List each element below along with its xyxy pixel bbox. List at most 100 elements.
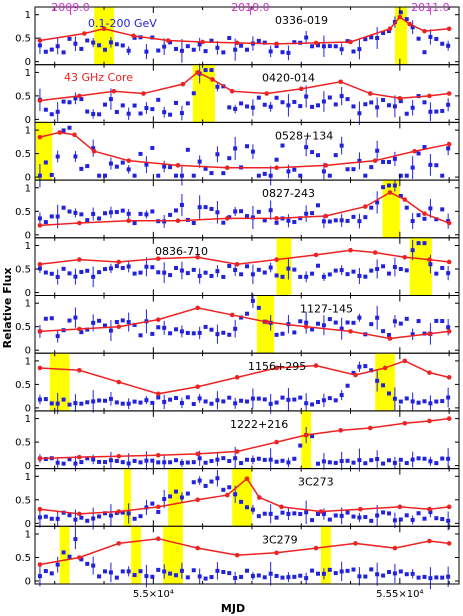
gamma-point bbox=[434, 163, 439, 168]
gamma-point bbox=[315, 571, 320, 576]
radio-point bbox=[446, 504, 452, 510]
radio-point bbox=[298, 86, 304, 92]
radio-point bbox=[348, 39, 353, 45]
gamma-point bbox=[369, 100, 374, 105]
gamma-point bbox=[245, 568, 249, 573]
gamma-point bbox=[351, 320, 356, 325]
y-tick-label: 0.5 bbox=[15, 495, 31, 506]
y-tick-label: 0.5 bbox=[15, 149, 31, 160]
gamma-point bbox=[392, 104, 397, 109]
gamma-point bbox=[434, 461, 439, 466]
gamma-point bbox=[162, 164, 167, 169]
gamma-point bbox=[386, 271, 391, 276]
gamma-point bbox=[256, 514, 261, 519]
gamma-point bbox=[256, 209, 261, 214]
gamma-point bbox=[333, 44, 338, 49]
radio-point bbox=[313, 40, 319, 46]
gamma-point bbox=[357, 574, 362, 579]
gamma-point bbox=[114, 319, 119, 324]
gamma-point bbox=[363, 173, 368, 178]
gamma-point bbox=[108, 570, 113, 575]
gamma-point bbox=[73, 537, 78, 542]
gamma-point bbox=[280, 510, 285, 515]
gamma-point bbox=[138, 569, 143, 574]
gamma-point bbox=[156, 567, 161, 572]
gamma-point bbox=[73, 274, 78, 279]
gamma-point bbox=[327, 517, 332, 522]
gamma-point bbox=[315, 400, 320, 405]
gamma-point bbox=[268, 173, 273, 178]
radio-point bbox=[446, 329, 452, 334]
gamma-point bbox=[327, 173, 332, 178]
gamma-point bbox=[446, 43, 451, 48]
radio-point bbox=[427, 538, 432, 544]
radio-point bbox=[407, 21, 412, 27]
gamma-point bbox=[304, 510, 309, 515]
radio-line bbox=[39, 191, 450, 227]
gamma-point bbox=[398, 99, 403, 104]
flare-highlight-band bbox=[232, 468, 252, 527]
panel-0827-243: 0 0.5 1 0827-243 bbox=[15, 179, 460, 241]
gamma-point bbox=[37, 173, 42, 178]
gamma-point bbox=[221, 456, 226, 461]
radio-point bbox=[313, 363, 319, 368]
gamma-point bbox=[120, 318, 125, 323]
gamma-point bbox=[446, 456, 451, 461]
gamma-point bbox=[233, 209, 238, 214]
gamma-point bbox=[315, 263, 320, 268]
gamma-point bbox=[144, 398, 149, 403]
gamma-point bbox=[274, 95, 279, 100]
gamma-point bbox=[73, 517, 78, 522]
y-tick-label: 0 bbox=[25, 519, 31, 530]
radio-point bbox=[446, 375, 452, 380]
gamma-point bbox=[250, 215, 255, 220]
gamma-point bbox=[55, 401, 60, 406]
gamma-point bbox=[298, 511, 303, 516]
gamma-point bbox=[351, 214, 356, 219]
radio-point bbox=[234, 375, 240, 380]
gamma-point bbox=[398, 173, 403, 178]
gamma-point bbox=[416, 575, 421, 580]
gamma-point bbox=[416, 151, 421, 156]
gamma-point bbox=[61, 50, 66, 55]
gamma-point bbox=[404, 316, 409, 321]
gamma-point bbox=[179, 173, 184, 178]
radio-point bbox=[77, 555, 82, 560]
y-tick-label: 1 bbox=[25, 356, 31, 367]
radio-line bbox=[39, 131, 450, 169]
radio-point bbox=[353, 541, 358, 546]
gamma-point bbox=[114, 42, 119, 47]
gamma-point bbox=[381, 510, 386, 515]
gamma-point bbox=[233, 492, 238, 497]
gamma-point bbox=[339, 326, 344, 331]
gamma-point bbox=[61, 266, 66, 271]
gamma-point bbox=[132, 173, 137, 178]
radio-point bbox=[412, 148, 417, 154]
gamma-point bbox=[227, 571, 232, 576]
gamma-point bbox=[215, 398, 220, 403]
gamma-point bbox=[85, 164, 90, 169]
gamma-point bbox=[233, 47, 238, 52]
gamma-point bbox=[55, 562, 60, 567]
gamma-point bbox=[440, 207, 445, 212]
gamma-point bbox=[304, 320, 309, 325]
gamma-point bbox=[398, 10, 403, 15]
gamma-point bbox=[221, 487, 226, 492]
gamma-point bbox=[67, 318, 72, 323]
gamma-point bbox=[144, 106, 149, 111]
gamma-point bbox=[179, 568, 184, 573]
gamma-point bbox=[91, 516, 96, 521]
gamma-point bbox=[292, 219, 297, 224]
gamma-point bbox=[410, 571, 415, 576]
gamma-point bbox=[120, 43, 125, 48]
gamma-point bbox=[321, 571, 326, 576]
radio-point bbox=[234, 552, 240, 558]
gamma-point bbox=[150, 331, 155, 336]
radio-point bbox=[141, 91, 146, 96]
gamma-point bbox=[404, 396, 409, 401]
gamma-point bbox=[114, 510, 119, 515]
radio-point bbox=[224, 216, 230, 221]
gamma-point bbox=[85, 268, 90, 273]
gamma-point bbox=[168, 571, 173, 576]
gamma-point bbox=[292, 397, 297, 402]
